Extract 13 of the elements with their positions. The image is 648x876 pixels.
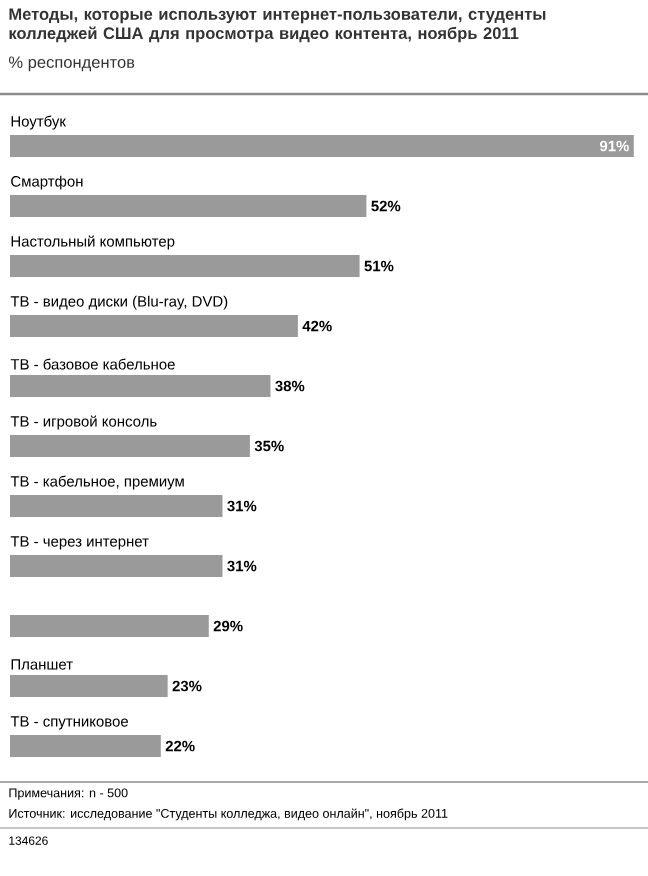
bar [10,255,360,278]
bar [10,375,271,398]
bar [10,615,209,638]
bar [10,495,223,518]
bar [10,735,161,758]
bar [10,315,298,338]
bar [10,435,250,458]
bar [10,675,168,698]
bar [10,135,634,158]
bar [10,195,367,218]
bar [10,555,223,578]
chart-subtitle: % респондентов [8,56,135,72]
chart-title: Методы, которые используют интернет-пользователи, студенты колледжей США для просмотра видео контента, ноябрь 2011 [9,8,546,43]
